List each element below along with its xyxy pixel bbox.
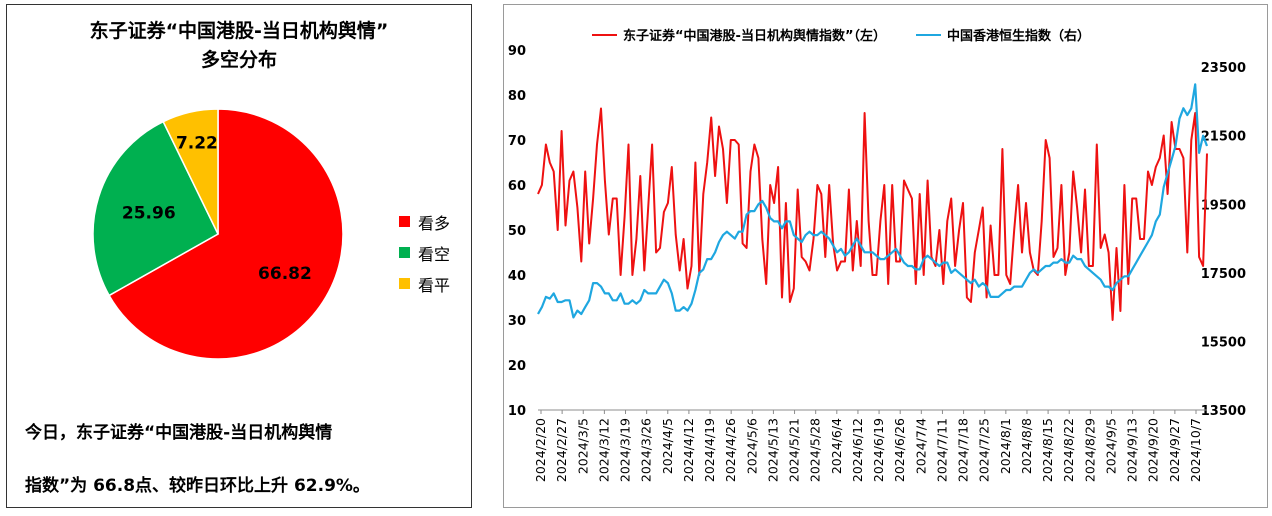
x-tick-label: 2024/8/15 [1040,418,1055,482]
y-left-tick-label: 70 [508,134,526,149]
y-left-tick-label: 20 [508,359,526,374]
legend-item-bearish: 看空 [399,237,450,268]
pie-chart: 66.82 25.96 7.22 [92,108,344,360]
x-tick-label: 2024/4/26 [723,418,738,482]
y-left-tick-label: 80 [508,89,526,104]
x-tick-label: 2024/6/26 [892,418,907,482]
x-tick-label: 2024/6/19 [871,418,886,482]
series-line-hang-seng-index [537,83,1209,319]
pie-legend: 看多 看空 看平 [399,206,450,299]
x-tick-label: 2024/4/19 [702,418,717,482]
x-tick-label: 2024/4/12 [681,418,696,482]
summary-line1: 今日，东子证券“中国港股-当日机构舆情 [25,423,333,443]
legend-item-neutral: 看平 [399,268,450,299]
y-right-tick-label: 21500 [1201,130,1246,145]
x-tick-label: 2024/6/4 [829,418,844,474]
x-tick-label: 2024/3/26 [639,418,654,482]
pie-slice-bearish [92,120,219,297]
y-right-tick-label: 23500 [1201,61,1246,76]
x-tick-label: 2024/5/28 [808,418,823,482]
pie-label-neutral: 7.22 [176,134,218,154]
y-right-tick-label: 15500 [1201,335,1246,350]
pie-data-labels: 66.82 25.96 7.22 [122,134,312,284]
x-tick-label: 2024/3/5 [575,418,590,474]
y-right-tick-label: 19500 [1201,198,1246,213]
y-left-tick-label: 60 [508,179,526,194]
y-left-tick-label: 50 [508,224,526,239]
series-lines [537,83,1209,321]
pie-title-line2: 多空分布 [200,49,277,71]
x-tick-label: 2024/2/20 [533,418,548,482]
pie-slice-bullish [108,108,344,360]
y-axis-right: 13500 15500 17500 19500 21500 23500 [1201,61,1246,419]
pie-title: 东子证券“中国港股-当日机构舆情” 多空分布 [7,17,471,75]
pie-label-bearish: 25.96 [122,203,176,223]
y-left-tick-label: 30 [508,314,526,329]
legend-label-hsi: 中国香港恒生指数（右） [946,29,1090,44]
line-legend: 东子证券“中国港股-当日机构舆情指数”（左） 中国香港恒生指数（右） [592,25,1090,44]
pie-slice-neutral [162,108,219,235]
x-tick-label: 2024/5/6 [744,418,759,474]
legend-swatch-neutral [399,278,410,289]
x-tick-label: 2024/9/13 [1125,418,1140,482]
legend-label-sentiment: 东子证券“中国港股-当日机构舆情指数”（左） [623,29,886,44]
x-tick-label: 2024/3/12 [596,418,611,482]
x-tick-label: 2024/2/27 [554,418,569,482]
x-tick-label: 2024/9/20 [1146,418,1161,482]
x-tick-label: 2024/5/21 [787,418,802,482]
x-tick-label: 2024/8/8 [1019,418,1034,474]
x-tick-label: 2024/6/12 [850,418,865,482]
x-tick-label: 2024/7/18 [956,418,971,482]
x-tick-label: 2024/9/27 [1167,418,1182,482]
x-tick-label: 2024/5/13 [765,418,780,482]
legend-label-bullish: 看多 [418,213,451,233]
pie-slices [92,108,344,360]
x-tick-label: 2024/8/22 [1061,418,1076,482]
y-right-tick-label: 17500 [1201,267,1246,282]
x-tick-label: 2024/10/7 [1188,418,1203,482]
line-chart: 10 20 30 40 50 60 70 80 90 13500 15500 17500 19500 2… [508,44,1246,482]
legend-swatch-bullish [399,216,410,227]
x-tick-label: 2024/9/5 [1103,418,1118,474]
pie-title-line1: 东子证券“中国港股-当日机构舆情” [89,20,389,42]
x-tick-label: 2024/3/19 [618,418,633,482]
x-tick-label: 2024/7/25 [977,418,992,482]
y-left-tick-label: 10 [508,404,526,419]
legend-label-bearish: 看空 [418,244,451,264]
legend-label-neutral: 看平 [418,275,451,295]
legend-line-sentiment [592,33,617,36]
legend-swatch-bearish [399,247,410,258]
y-right-tick-label: 13500 [1201,404,1246,419]
x-tick-label: 2024/8/29 [1082,418,1097,482]
pie-label-bullish: 66.82 [258,264,312,284]
summary-text: 今日，东子证券“中国港股-当日机构舆情 指数”为 66.8点、较昨日环比上升 6… [25,407,465,513]
y-left-tick-label: 90 [508,44,526,59]
legend-line-hsi [915,33,941,36]
legend-item-bullish: 看多 [399,206,450,237]
x-tick-label: 2024/7/11 [934,418,949,482]
summary-line2: 指数”为 66.8点、较昨日环比上升 62.9%。 [25,476,370,496]
x-axis: 2024/2/20 2024/2/27 2024/3/5 2024/3/12 2024/… [533,409,1207,482]
x-tick-label: 2024/4/5 [660,418,675,474]
x-tick-label: 2024/8/1 [998,418,1013,474]
y-axis-left: 10 20 30 40 50 60 70 80 90 [508,44,526,419]
line-chart-panel: 东子证券“中国港股-当日机构舆情指数”（左） 中国香港恒生指数（右） 10 20 3… [503,4,1268,508]
pie-panel: 东子证券“中国港股-当日机构舆情” 多空分布 66.82 25.96 7.22 看多… [6,4,472,508]
series-line-sentiment-index [537,107,1208,321]
y-left-tick-label: 40 [508,269,526,284]
x-tick-label: 2024/7/4 [913,418,928,474]
